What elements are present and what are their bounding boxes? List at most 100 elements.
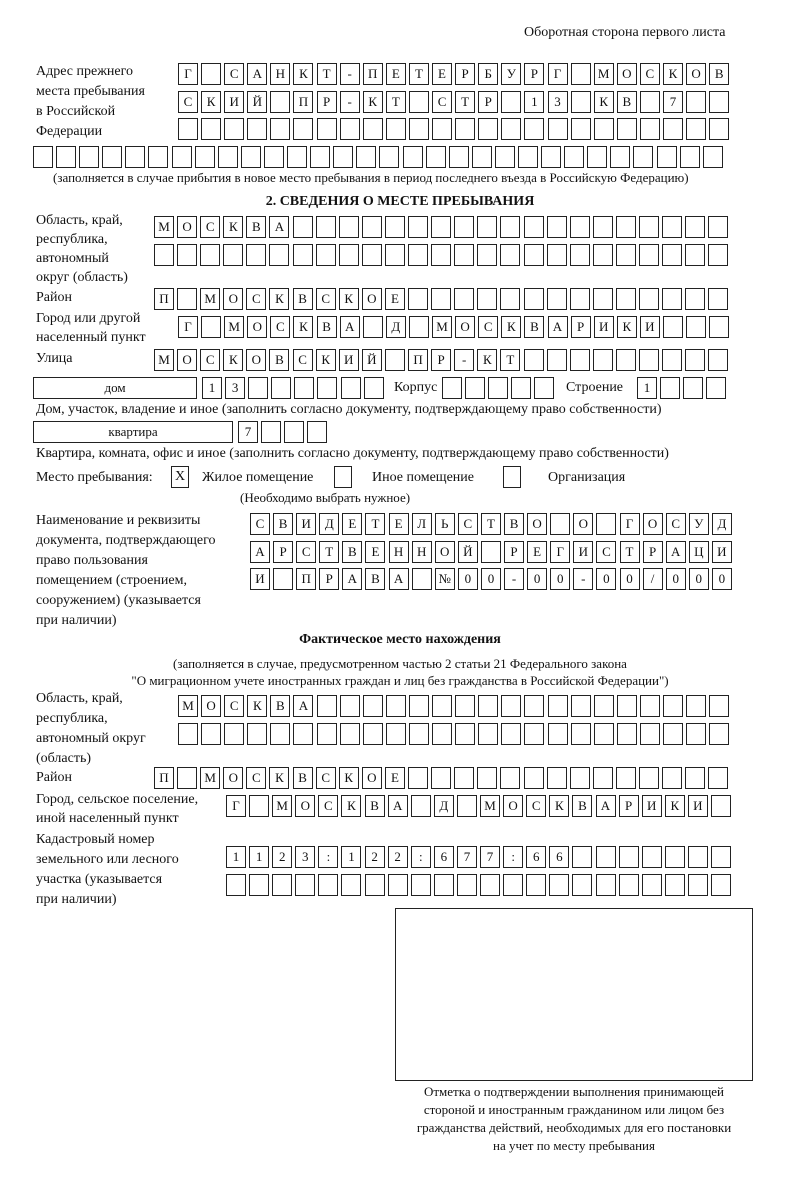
char-cell[interactable]: 0 [550,568,571,590]
char-cell[interactable] [524,723,545,745]
char-cell[interactable] [79,146,100,168]
char-cell[interactable] [572,874,593,896]
char-cell[interactable]: К [269,288,290,310]
char-cell[interactable] [686,118,707,140]
char-cell[interactable] [639,118,660,140]
char-cell[interactable] [270,91,291,113]
char-cell[interactable]: Т [385,91,406,113]
char-cell[interactable]: Р [431,349,452,371]
char-cell[interactable]: К [362,91,383,113]
char-cell[interactable]: К [593,91,614,113]
actual-region-row-2[interactable] [178,723,732,745]
char-cell[interactable] [618,846,639,868]
char-cell[interactable] [708,288,729,310]
char-cell[interactable]: 7 [456,846,477,868]
char-cell[interactable]: К [315,349,336,371]
char-cell[interactable]: Е [384,767,405,789]
char-cell[interactable] [664,874,685,896]
char-cell[interactable] [465,377,486,399]
char-cell[interactable]: И [250,568,270,590]
char-cell[interactable]: Е [388,513,409,535]
char-cell[interactable] [201,63,222,85]
char-cell[interactable]: М [480,795,501,817]
char-cell[interactable]: В [364,795,385,817]
char-cell[interactable] [660,377,681,399]
char-cell[interactable]: Г [178,316,198,338]
char-cell[interactable]: 3 [225,377,246,399]
char-cell[interactable]: В [316,316,337,338]
char-cell[interactable] [338,216,359,238]
char-cell[interactable] [432,695,453,717]
char-cell[interactable]: И [224,91,245,113]
korpus-row[interactable] [442,377,557,399]
char-cell[interactable] [456,795,477,817]
char-cell[interactable] [547,695,568,717]
char-cell[interactable] [148,146,169,168]
char-cell[interactable] [685,216,706,238]
char-cell[interactable]: Ц [688,541,709,563]
char-cell[interactable] [316,695,337,717]
char-cell[interactable]: 6 [433,846,454,868]
char-cell[interactable] [662,118,683,140]
char-cell[interactable]: П [408,349,429,371]
char-cell[interactable] [587,146,608,168]
doc-row-3[interactable]: И П Р А В А № 0 0-0 0-0 0/0 0 0 [250,568,735,590]
char-cell[interactable]: Т [500,349,521,371]
char-cell[interactable]: А [387,795,408,817]
char-cell[interactable]: Р [618,795,639,817]
char-cell[interactable] [685,288,706,310]
char-cell[interactable] [524,118,545,140]
char-cell[interactable] [550,513,571,535]
char-cell[interactable]: О [573,513,594,535]
char-cell[interactable] [639,723,660,745]
char-cell[interactable] [547,723,568,745]
char-cell[interactable]: 0 [665,568,686,590]
char-cell[interactable]: В [269,349,290,371]
char-cell[interactable] [356,146,377,168]
char-cell[interactable] [408,118,429,140]
char-cell[interactable] [384,244,405,266]
char-cell[interactable] [456,874,477,896]
char-cell[interactable] [500,767,521,789]
char-cell[interactable] [340,377,361,399]
char-cell[interactable] [315,216,336,238]
char-cell[interactable]: М [224,316,245,338]
char-cell[interactable] [294,377,315,399]
char-cell[interactable]: В [270,695,291,717]
char-cell[interactable]: С [250,513,270,535]
char-cell[interactable]: К [549,795,570,817]
char-cell[interactable] [432,723,453,745]
char-cell[interactable] [639,91,660,113]
char-cell[interactable] [710,795,731,817]
char-cell[interactable] [592,244,613,266]
char-cell[interactable]: А [339,316,360,338]
char-cell[interactable] [593,695,614,717]
char-cell[interactable]: Н [388,541,409,563]
char-cell[interactable]: О [527,513,548,535]
char-cell[interactable]: О [434,541,455,563]
char-cell[interactable]: Т [455,91,476,113]
char-cell[interactable] [547,118,568,140]
char-cell[interactable]: А [595,795,616,817]
char-cell[interactable] [226,874,246,896]
char-cell[interactable] [662,244,683,266]
char-cell[interactable]: И [711,541,732,563]
char-cell[interactable] [408,244,429,266]
char-cell[interactable]: Й [457,541,478,563]
char-cell[interactable]: С [296,541,317,563]
char-cell[interactable]: Г [547,63,568,85]
char-cell[interactable]: 1 [249,846,270,868]
char-cell[interactable]: А [547,316,568,338]
char-cell[interactable] [478,695,499,717]
char-cell[interactable] [247,118,268,140]
char-cell[interactable] [503,874,524,896]
char-cell[interactable]: У [688,513,709,535]
char-cell[interactable] [362,723,383,745]
char-cell[interactable] [177,288,198,310]
char-cell[interactable]: Л [411,513,432,535]
